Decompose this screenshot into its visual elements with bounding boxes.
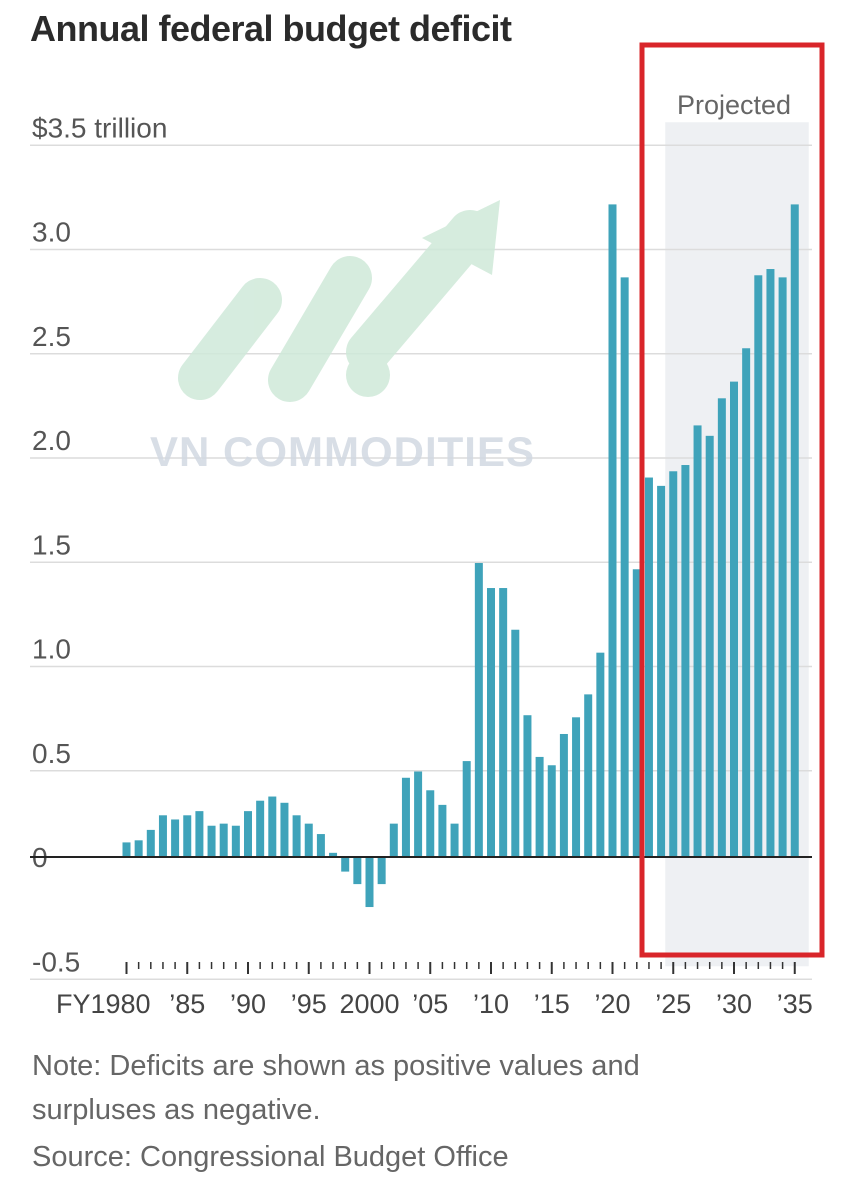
y-tick-label: 0.5 <box>32 738 71 769</box>
chart-title: Annual federal budget deficit <box>30 8 512 49</box>
bar-2004 <box>414 771 423 857</box>
bar-2026 <box>681 465 690 857</box>
projected-label: Projected <box>677 90 791 120</box>
x-tick-label: ’30 <box>716 989 752 1019</box>
x-tick-label: FY1980 <box>56 989 151 1019</box>
bar-1986 <box>195 811 204 857</box>
y-tick-label: 2.5 <box>32 321 71 352</box>
bar-2010 <box>487 588 495 857</box>
bar-1990 <box>244 811 252 857</box>
bar-2035 <box>790 204 799 857</box>
bar-2025 <box>669 471 678 857</box>
source-note: Source: Congressional Budget Office <box>32 1141 509 1173</box>
bar-1999 <box>353 857 362 885</box>
bar-1983 <box>158 815 167 857</box>
bar-1994 <box>292 815 301 857</box>
bar-1996 <box>316 834 325 857</box>
y-tick-label: 2.0 <box>32 425 71 456</box>
x-tick-label: ’25 <box>655 989 691 1019</box>
bar-2032 <box>754 275 763 857</box>
bar-2022 <box>632 569 641 857</box>
bar-2027 <box>693 425 702 857</box>
y-tick-label: -0.5 <box>32 946 80 977</box>
bar-1985 <box>183 815 192 857</box>
bars <box>122 204 799 908</box>
x-tick-label: ’15 <box>534 989 570 1019</box>
x-tick-label: ’95 <box>291 989 327 1019</box>
bar-1981 <box>134 840 143 857</box>
bar-2024 <box>657 485 666 857</box>
bar-2007 <box>450 823 459 857</box>
watermark-dot-icon <box>346 353 390 397</box>
bar-2006 <box>438 804 447 857</box>
bar-2008 <box>462 761 471 857</box>
bar-2011 <box>499 588 508 857</box>
y-tick-label: 1.0 <box>32 634 71 665</box>
note-line-1: Note: Deficits are shown as positive val… <box>32 1050 640 1082</box>
bar-2030 <box>730 381 738 857</box>
highlight-box <box>639 42 825 958</box>
y-tick-label: $3.5 trillion <box>32 112 167 143</box>
bar-1982 <box>146 829 155 857</box>
bar-2023 <box>644 477 653 857</box>
x-tick-label: ’85 <box>169 989 205 1019</box>
y-tick-label: 1.5 <box>32 529 71 560</box>
bar-1987 <box>207 825 216 857</box>
bar-2015 <box>547 765 556 857</box>
x-tick-label: ’20 <box>594 989 630 1019</box>
bar-2005 <box>426 790 435 857</box>
bar-1989 <box>231 825 240 857</box>
bar-2021 <box>620 277 629 857</box>
watermark: VN COMMODITIES <box>150 200 535 475</box>
bar-1980 <box>122 842 131 857</box>
bar-2028 <box>705 435 714 857</box>
bar-2014 <box>535 756 544 857</box>
bar-2019 <box>596 652 605 857</box>
bar-2029 <box>717 398 726 857</box>
bar-1995 <box>304 823 313 857</box>
bar-1997 <box>329 852 338 857</box>
note-line-2: surpluses as negative. <box>32 1094 321 1126</box>
bar-2034 <box>778 277 787 857</box>
watermark-text: VN COMMODITIES <box>150 428 535 475</box>
x-axis: FY1980 ’85 ’90 ’95 2000 ’05 ’10 ’15 ’20 ’25 ’30 ’35 <box>56 962 813 1019</box>
x-tick-label: ’35 <box>777 989 813 1019</box>
bar-2009 <box>474 563 483 857</box>
bar-1992 <box>268 796 277 857</box>
bar-2002 <box>389 823 398 857</box>
bar-2031 <box>742 348 751 857</box>
bar-1998 <box>341 857 350 872</box>
bar-2018 <box>584 694 593 857</box>
watermark-arrowhead-icon <box>422 200 500 275</box>
bar-2012 <box>511 629 520 857</box>
bar-2001 <box>377 857 386 885</box>
bar-2017 <box>572 717 581 857</box>
y-tick-label: 3.0 <box>32 217 71 248</box>
x-tick-label: ’90 <box>230 989 266 1019</box>
bar-2013 <box>523 715 532 857</box>
bar-2033 <box>766 269 775 857</box>
bar-1991 <box>256 800 265 857</box>
bar-2000 <box>365 857 374 908</box>
watermark-arrow-icon <box>178 210 492 402</box>
bar-1984 <box>171 819 180 857</box>
bar-1993 <box>280 802 289 857</box>
bar-2003 <box>401 777 410 857</box>
x-tick-label: 2000 <box>339 989 399 1019</box>
bar-2016 <box>559 733 568 857</box>
x-tick-label: ’05 <box>412 989 448 1019</box>
bar-2020 <box>608 204 617 857</box>
bar-1988 <box>219 823 228 857</box>
x-tick-label: ’10 <box>473 989 509 1019</box>
